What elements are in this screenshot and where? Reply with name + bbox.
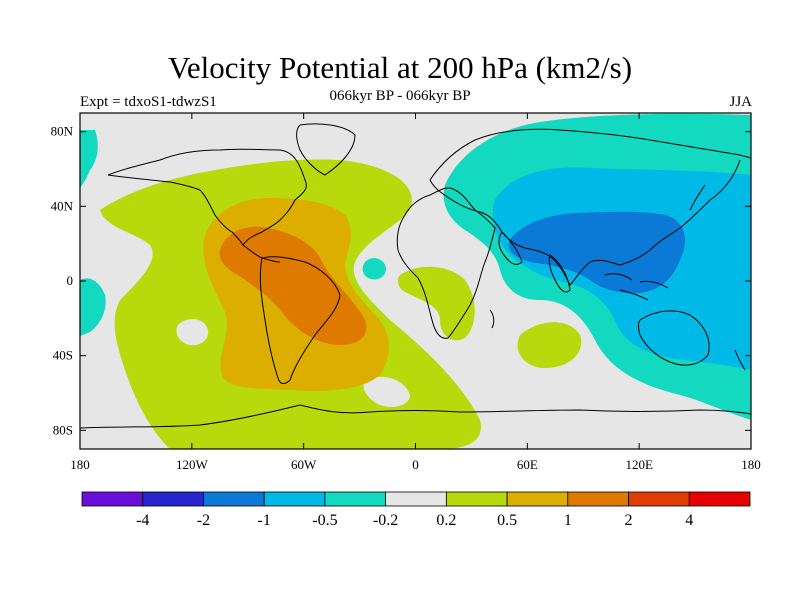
coastlines	[80, 123, 751, 429]
contour-positive-1	[219, 226, 367, 345]
colorbar-label: -2	[197, 512, 210, 529]
coast-antarctica	[80, 404, 751, 429]
map-plot-area	[80, 113, 751, 449]
colorbar-swatch	[567, 491, 629, 507]
colorbar-swatch	[445, 491, 508, 507]
lat-tick-label: 80N	[51, 124, 74, 139]
colorbar: -4 -2 -1 -0.5 -0.2 0.2 0.5 1 2 4	[81, 491, 751, 529]
colorbar-label: -0.2	[373, 512, 398, 529]
latitude-axis: 80N 40N 0 40S 80S	[51, 124, 751, 437]
lat-tick-label: 40S	[53, 348, 73, 363]
lat-tick-label: 80S	[53, 422, 73, 437]
colorbar-label: 4	[685, 512, 693, 529]
colorbar-swatch	[263, 491, 326, 507]
colorbar-swatch	[506, 491, 569, 507]
coast-indonesia	[604, 273, 669, 301]
coast-australia	[638, 310, 710, 366]
map-title: Velocity Potential at 200 hPa (km2/s)	[167, 50, 633, 85]
coast-new-zealand	[734, 349, 746, 371]
lon-tick-label: 180	[741, 457, 761, 472]
contour-positive-0.2-pacific-small	[176, 318, 209, 346]
lat-tick-label: 0	[67, 273, 74, 288]
colorbar-label: 2	[625, 512, 633, 529]
longitude-axis: 180 120W 60W 0 60E 120E 180	[70, 113, 761, 472]
coast-madagascar	[489, 309, 495, 329]
coast-south-america	[259, 256, 341, 384]
experiment-label: Expt = tdxoS1-tdwzS1	[80, 94, 217, 110]
coast-arabia	[498, 231, 523, 265]
contour-positive-0.2-africa	[397, 266, 475, 341]
lon-tick-label: 180	[70, 457, 90, 472]
colorbar-label: 0.5	[497, 512, 517, 529]
colorbar-label: -4	[136, 512, 149, 529]
lon-tick-label: 0	[412, 457, 419, 472]
colorbar-label: 0.2	[436, 512, 456, 529]
lon-tick-label: 60W	[291, 457, 317, 472]
colorbar-swatch	[385, 491, 447, 507]
contour-negative-0.2-west-edge	[80, 130, 98, 188]
colorbar-label: -1	[258, 512, 271, 529]
coast-europe-africa	[396, 187, 496, 339]
lon-tick-label: 120E	[625, 457, 653, 472]
colorbar-swatch	[688, 491, 751, 507]
contour-positive-0.2-south	[363, 376, 410, 407]
lon-tick-label: 120W	[176, 457, 209, 472]
coast-north-america	[107, 148, 307, 246]
coast-eurasia	[429, 128, 751, 286]
colorbar-swatch	[324, 491, 387, 507]
contour-positive-0.2-indian	[517, 322, 582, 368]
map-subtitle: 066kyr BP - 066kyr BP	[329, 88, 471, 104]
colorbar-label: 1	[564, 512, 572, 529]
contour-negative-0.2-atlantic	[362, 258, 386, 280]
lon-tick-label: 60E	[517, 457, 538, 472]
coast-japan	[689, 184, 706, 211]
colorbar-swatch	[628, 491, 690, 507]
colorbar-swatch	[81, 491, 144, 507]
season-label: JJA	[729, 94, 752, 110]
lat-tick-label: 40N	[51, 198, 74, 213]
coast-greenland	[296, 123, 356, 176]
colorbar-label: -0.5	[312, 512, 337, 529]
contour-negative-1	[508, 211, 685, 294]
colorbar-swatch	[203, 491, 265, 507]
contour-negative-0.2-west-edge-south	[80, 278, 106, 336]
colorbar-swatch	[142, 491, 204, 507]
coast-india	[548, 254, 571, 293]
